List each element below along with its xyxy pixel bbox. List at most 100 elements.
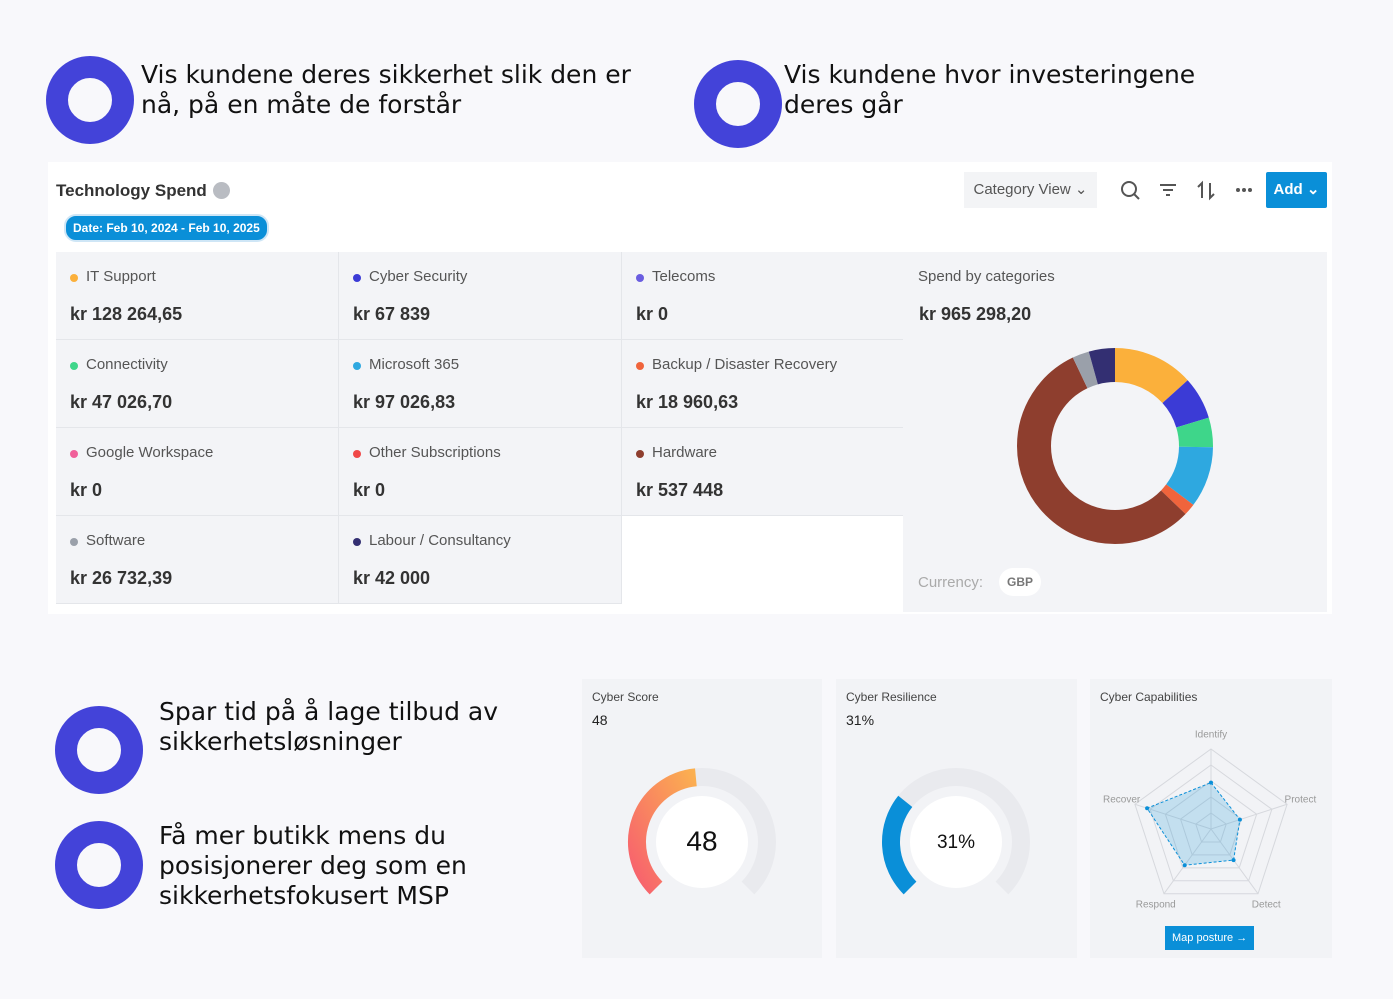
line: Spar tid på å lage tilbud av <box>159 697 499 726</box>
line: posisjonerer deg som en <box>159 851 467 880</box>
radar-ring <box>1195 812 1227 843</box>
line: Vis kundene deres sikkerhet slik den er <box>141 60 631 89</box>
category-name: Backup / Disaster Recovery <box>652 356 838 373</box>
category-amount: kr 97 026,83 <box>353 392 456 412</box>
category-cell: Google Workspace kr 0 <box>56 428 339 516</box>
line: sikkerhetsfokusert MSP <box>159 881 449 910</box>
category-name: Other Subscriptions <box>369 444 501 461</box>
line: deres går <box>784 90 903 119</box>
legend-dot <box>353 274 361 282</box>
category-cell: Microsoft 365 kr 97 026,83 <box>339 340 622 428</box>
legend-dot <box>70 538 78 546</box>
category-amount: kr 537 448 <box>636 480 724 500</box>
radar-point <box>1237 817 1242 822</box>
category-amount: kr 67 839 <box>353 304 431 324</box>
total: kr 965 298,20 <box>919 304 1032 324</box>
bullet <box>55 706 143 794</box>
category-cell: Labour / Consultancy kr 42 000 <box>339 516 622 604</box>
currency: GBP <box>999 568 1041 596</box>
axis-label: Recover <box>1103 795 1141 806</box>
category-amount: kr 18 960,63 <box>636 392 739 412</box>
gauge-center <box>656 796 748 888</box>
date-pill[interactable]: Date: Feb 10, 2024 - Feb 10, 2025 <box>64 214 269 242</box>
title: Technology Spend <box>56 181 207 200</box>
more-icon[interactable] <box>1236 188 1252 192</box>
legend-dot <box>636 362 644 370</box>
gauge: 48 <box>628 768 776 895</box>
bullet <box>694 60 782 148</box>
view-select[interactable]: Category View ⌄ <box>964 172 1097 208</box>
line: sikkerhetsløsninger <box>159 727 402 756</box>
total-panel: Spend by categories kr 965 298,20 Curren… <box>903 252 1327 612</box>
radar-ring <box>1149 764 1273 882</box>
map-button[interactable]: Map posture → <box>1165 926 1255 950</box>
category-cell: IT Support kr 128 264,65 <box>56 252 339 340</box>
legend-dot <box>353 362 361 370</box>
bullet <box>55 821 143 909</box>
category-cell: Backup / Disaster Recovery kr 18 960,63 <box>622 340 905 428</box>
capabilities-card: Cyber Capabilities Identify Protect Detect… <box>1090 679 1332 958</box>
radar-point <box>1182 863 1187 868</box>
legend-dot <box>353 450 361 458</box>
category-amount: kr 47 026,70 <box>70 392 173 412</box>
category-amount: kr 128 264,65 <box>70 304 183 324</box>
axis-label: Protect <box>1285 795 1317 806</box>
resilience-card: Cyber Resilience 31% 31% <box>836 679 1077 958</box>
radar-area <box>1146 781 1241 866</box>
legend-dot <box>70 450 78 458</box>
search-icon[interactable] <box>1121 181 1137 197</box>
gauge-label: 48 <box>686 825 717 856</box>
category-amount: kr 42 000 <box>353 568 431 588</box>
title: Cyber Resilience <box>846 690 937 704</box>
sort-icon[interactable] <box>1197 180 1215 201</box>
donut-segment <box>1017 348 1213 544</box>
radar-point <box>1231 858 1236 863</box>
category-amount: kr 0 <box>70 480 103 500</box>
verified-icon <box>213 182 230 199</box>
legend-dot <box>636 450 644 458</box>
category-amount: kr 0 <box>636 304 669 324</box>
category-cell: Telecoms kr 0 <box>622 252 905 340</box>
axis-label: Respond <box>1136 900 1176 911</box>
category-amount: kr 0 <box>353 480 386 500</box>
legend-dot <box>636 274 644 282</box>
label: Currency: <box>918 574 984 591</box>
category-cell: Hardware kr 537 448 <box>622 428 905 516</box>
category-name: Software <box>86 532 146 549</box>
toolbar-icons <box>1121 180 1252 201</box>
feature-text: Spar tid på å lage tilbud av sikkerhetslø… <box>159 697 498 757</box>
line: Vis kundene hvor investeringene <box>784 60 1196 89</box>
radar-axis <box>1163 828 1212 895</box>
legend-dot <box>70 274 78 282</box>
radar-point <box>1209 780 1213 785</box>
bullet <box>46 56 134 144</box>
score-card: Cyber Score 48 48 <box>582 679 822 958</box>
label: Spend by categories <box>918 268 1055 285</box>
label: Add <box>1273 181 1303 198</box>
legend-dot <box>353 538 361 546</box>
gauge-arc <box>628 768 698 895</box>
gauge-arc <box>882 795 917 895</box>
radar-ring <box>1134 748 1288 895</box>
radar-ring <box>1164 780 1258 869</box>
filter-icon[interactable] <box>1160 184 1176 196</box>
category-name: Hardware <box>652 444 718 461</box>
label: Category View <box>973 181 1071 198</box>
category-name: Connectivity <box>86 356 168 373</box>
value: 48 <box>592 712 608 728</box>
donut-segment <box>1017 348 1213 544</box>
radar: Identify Protect Detect Respond Recover <box>1103 730 1317 911</box>
title: Cyber Capabilities <box>1100 690 1198 704</box>
line: nå, på en måte de forstår <box>141 90 462 119</box>
gauge-label: 31% <box>937 832 975 853</box>
value: 31% <box>846 712 875 728</box>
gauge: 31% <box>882 768 1030 895</box>
donut <box>1017 348 1213 544</box>
category-name: Telecoms <box>652 268 716 285</box>
category-name: Cyber Security <box>369 268 468 285</box>
legend-dot <box>70 362 78 370</box>
add-button[interactable]: Add ⌄ <box>1266 172 1327 208</box>
title: Cyber Score <box>592 690 659 704</box>
search-icon <box>1133 193 1140 200</box>
